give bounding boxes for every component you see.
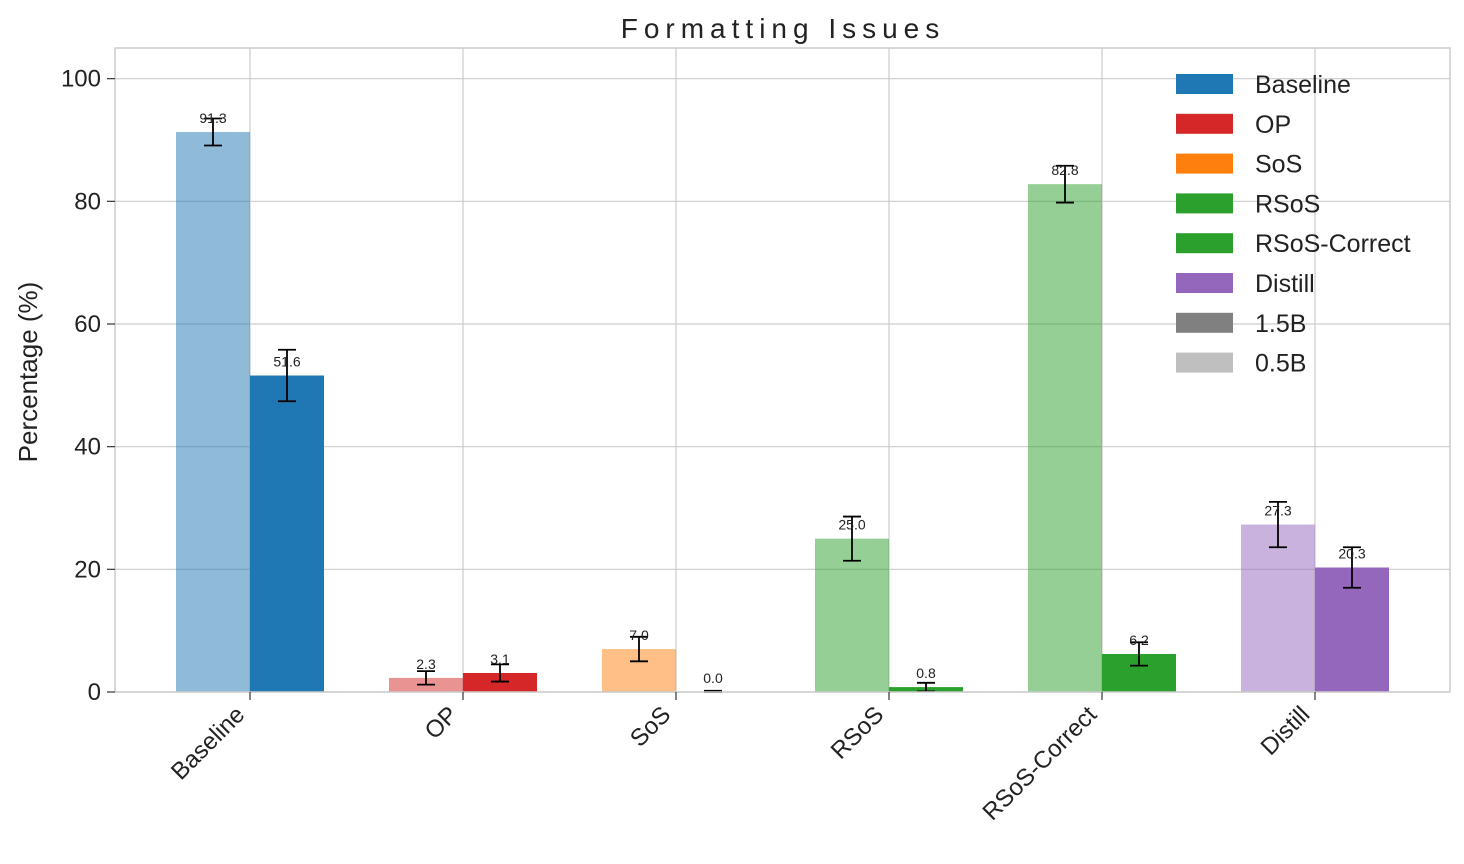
chart-title: Formatting Issues [621,13,946,44]
data-label: 27.3 [1264,503,1291,519]
x-tick-label: Distill [1256,701,1316,761]
bar-1.5B-OP [463,672,537,692]
data-label: 2.3 [416,656,436,672]
legend-swatch [1176,193,1233,214]
y-tick-label: 80 [74,188,101,215]
legend-swatch [1176,153,1233,174]
x-tick-label: OP [420,701,464,745]
y-tick-label: 40 [74,434,101,461]
legend-swatch [1176,273,1233,293]
legend-swatch [1176,352,1233,373]
data-label: 3.1 [490,651,510,667]
bar-0.5B-Distill [1241,524,1315,692]
bar-0.5B-RSoS-Correct [1028,184,1102,692]
x-tick-label: SoS [625,701,676,752]
plot-frame [114,47,1451,693]
data-label: 7.0 [629,627,649,643]
legend-swatch [1176,312,1233,333]
y-tick-label: 60 [74,311,101,338]
legend-swatch [1176,113,1233,134]
legend-swatch [1176,74,1233,94]
legend-label: OP [1255,111,1291,139]
bar-1.5B-Baseline [250,375,324,692]
y-tick-label: 100 [61,66,101,93]
x-tick-label: RSoS [826,701,889,764]
legend-label: 0.5B [1255,350,1306,378]
y-tick-label: 20 [74,556,101,583]
legend-label: SoS [1255,151,1302,179]
data-label: 20.3 [1338,545,1365,561]
x-tick-label: Baseline [166,701,250,785]
data-label: 6.2 [1129,632,1149,648]
bar-0.5B-Baseline [176,132,250,692]
data-label: 0.8 [916,665,936,681]
data-label: 91.3 [199,110,226,126]
data-label: 82.8 [1051,162,1078,178]
legend-label: RSoS-Correct [1255,230,1411,258]
y-tick-label: 0 [88,679,101,706]
legend-label: 1.5B [1255,310,1306,338]
data-label: 0.0 [703,670,723,686]
y-axis-label: Percentage (%) [13,282,43,463]
legend-swatch [1176,233,1233,254]
x-tick-label: RSoS-Correct [978,701,1103,826]
data-label: 51.6 [273,354,300,370]
plot-area: 91.3 2.3 7.0 25.0 82.8 27.3 51.6 3.1 0.0 0.8 6.2 20… [61,47,1451,826]
legend-label: Distill [1255,270,1315,298]
bar-0.5B-RSoS [815,538,889,692]
legend-label: Baseline [1255,71,1351,99]
data-label: 25.0 [838,517,865,533]
legend-label: RSoS [1255,190,1320,218]
